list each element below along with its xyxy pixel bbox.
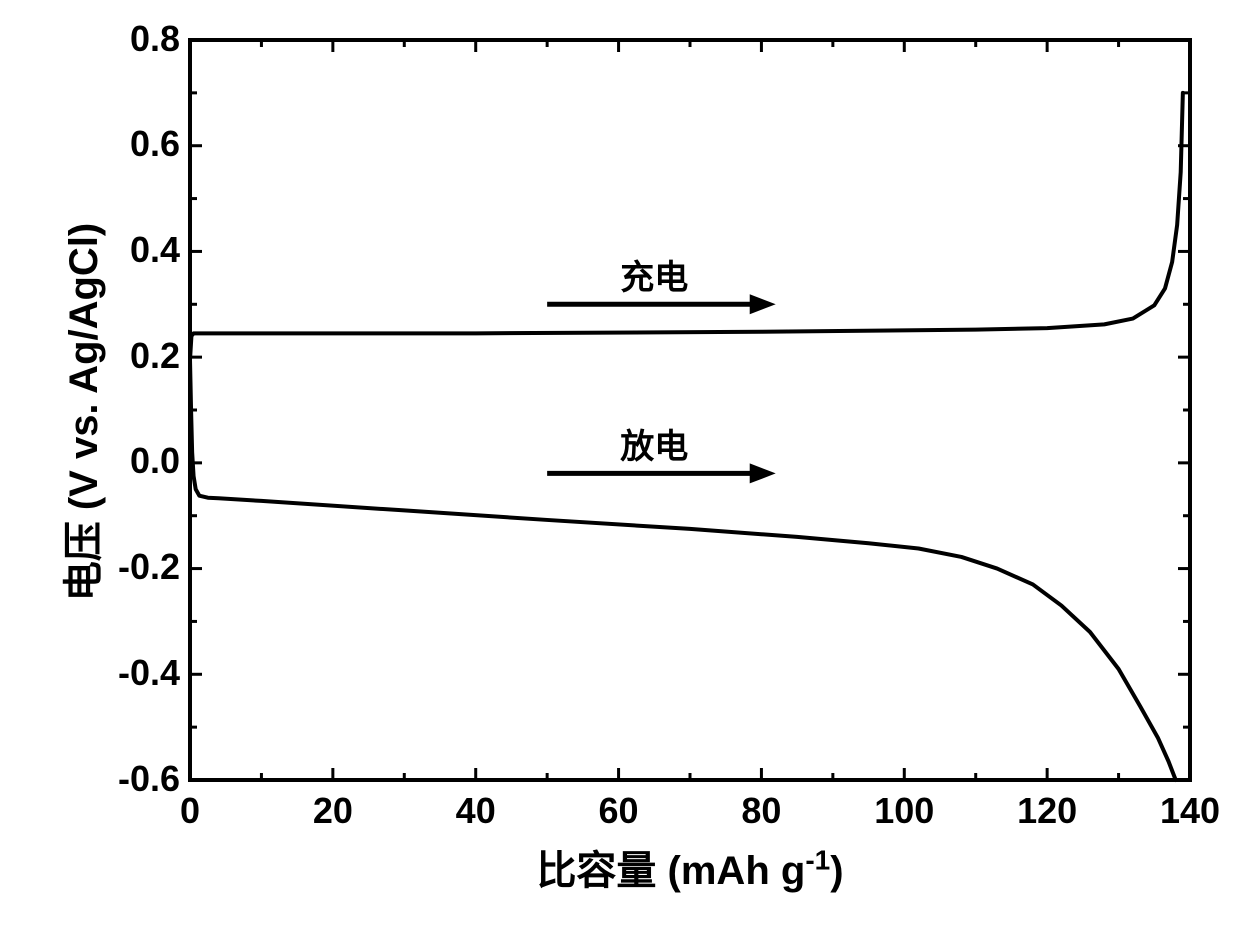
x-tick-label: 40	[426, 790, 526, 832]
chart-annotation: 充电	[574, 250, 734, 299]
y-tick-label: -0.6	[80, 758, 180, 800]
x-tick-label: 20	[283, 790, 383, 832]
x-axis-label: 比容量 (mAh g-1)	[440, 838, 940, 896]
x-tick-label: 140	[1140, 790, 1240, 832]
y-axis-label: 电压 (V vs. Ag/AgCl)	[51, 112, 109, 712]
x-tick-label: 100	[854, 790, 954, 832]
x-tick-label: 60	[569, 790, 669, 832]
x-tick-label: 120	[997, 790, 1097, 832]
x-tick-label: 80	[711, 790, 811, 832]
voltage-capacity-chart: 020406080100120140-0.6-0.4-0.20.00.20.40…	[0, 0, 1240, 941]
chart-annotation: 放电	[574, 419, 734, 468]
y-tick-label: 0.8	[80, 18, 180, 60]
